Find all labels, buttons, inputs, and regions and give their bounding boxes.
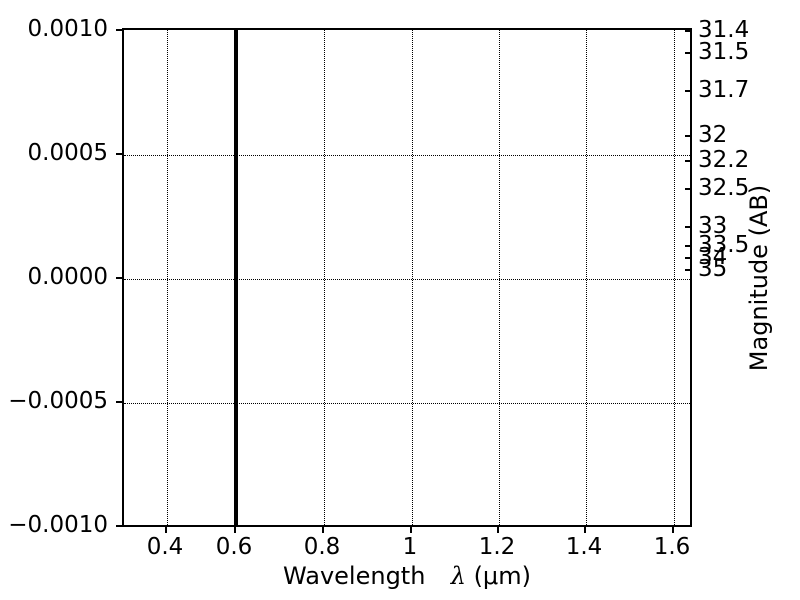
x-tick-mark [497, 527, 499, 533]
y-right-tick-label: 35 [698, 256, 728, 282]
x-tick-label: 1 [402, 534, 418, 560]
y-left-tick-label: −0.0005 [8, 388, 108, 414]
x-tick-label: 1.4 [565, 534, 603, 560]
spectral-line-marker [234, 30, 238, 525]
x-tick-mark [410, 527, 412, 533]
y-left-tick-label: 0.0000 [27, 264, 108, 290]
gridline-vertical [674, 30, 675, 525]
y-right-tick-label: 31.5 [698, 39, 750, 65]
x-axis-title-units: (μm) [473, 562, 531, 590]
x-axis-title: Wavelength λ (μm) [122, 562, 692, 590]
y-right-tick-mark [685, 90, 692, 92]
y-right-tick-mark [685, 135, 692, 137]
plot-area [122, 28, 692, 527]
y-right-tick-mark [685, 257, 692, 259]
y-right-tick-label: 32.2 [698, 147, 750, 173]
x-tick-label: 0.4 [146, 534, 184, 560]
y-left-tick-label: 0.0010 [27, 16, 108, 42]
x-axis-title-symbol: λ [450, 562, 466, 590]
gridline-horizontal [124, 279, 690, 280]
y-right-tick-mark [685, 245, 692, 247]
x-axis-title-text: Wavelength [283, 562, 426, 590]
y-right-tick-mark [685, 52, 692, 54]
gridline-vertical [412, 30, 413, 525]
y-axis-right-title-text: Magnitude (AB) [745, 184, 774, 371]
y-left-tick-mark [116, 29, 122, 31]
y-right-tick-mark [685, 226, 692, 228]
gridline-vertical [586, 30, 587, 525]
y-right-tick-mark [685, 269, 692, 271]
y-right-tick-mark [685, 30, 692, 32]
y-right-tick-label: 33 [698, 213, 728, 239]
gridline-vertical [324, 30, 325, 525]
gridline-vertical [499, 30, 500, 525]
x-tick-label: 1.6 [653, 534, 691, 560]
y-right-tick-label: 33.5 [698, 232, 750, 258]
y-right-tick-mark [685, 188, 692, 190]
y-right-tick-mark [685, 160, 692, 162]
y-left-tick-label: −0.0010 [8, 512, 108, 538]
x-tick-mark [672, 527, 674, 533]
x-tick-label: 0.8 [303, 534, 341, 560]
y-right-tick-label: 31.7 [698, 77, 750, 103]
y-left-tick-mark [116, 277, 122, 279]
x-tick-label: 0.6 [215, 534, 253, 560]
y-right-tick-label: 31.4 [698, 17, 750, 43]
x-tick-mark [322, 527, 324, 533]
x-tick-mark [584, 527, 586, 533]
gridline-vertical [167, 30, 168, 525]
x-tick-mark [234, 527, 236, 533]
x-tick-label: 1.2 [478, 534, 516, 560]
x-tick-mark [165, 527, 167, 533]
y-right-tick-label: 32 [698, 122, 728, 148]
y-left-tick-mark [116, 525, 122, 527]
y-left-tick-label: 0.0005 [27, 140, 108, 166]
y-right-tick-label: 32.5 [698, 175, 750, 201]
y-axis-right-title: Magnitude (AB) [744, 0, 774, 555]
y-left-tick-mark [116, 153, 122, 155]
gridline-horizontal [124, 403, 690, 404]
y-left-tick-mark [116, 401, 122, 403]
y-right-tick-label: 34 [698, 244, 728, 270]
gridline-horizontal [124, 155, 690, 156]
